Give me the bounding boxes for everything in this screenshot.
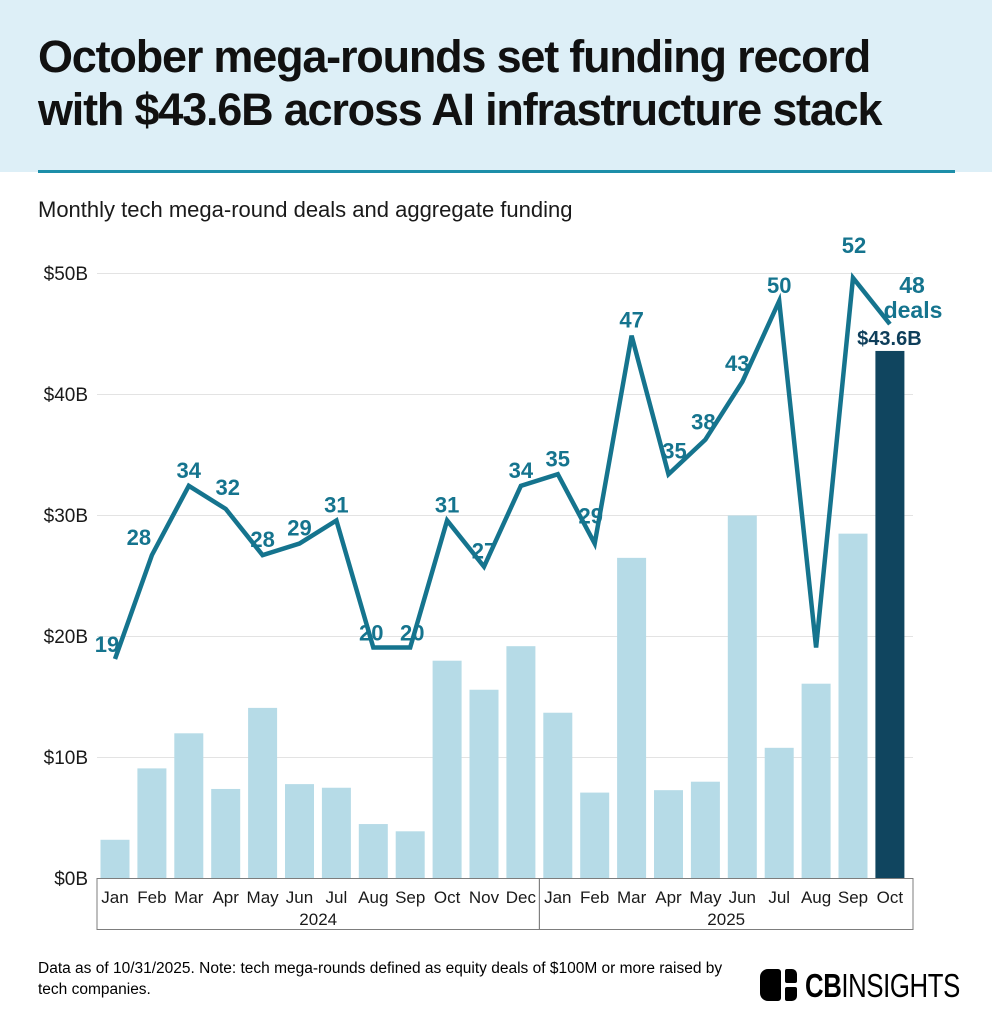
highlight-deals-count: 48 — [899, 272, 925, 298]
deal-count-label: 29 — [578, 504, 602, 529]
funding-bar — [137, 768, 167, 879]
funding-bar — [432, 660, 462, 879]
deal-count-label: 20 — [400, 621, 424, 646]
highlight-funding-label: $43.6B — [857, 328, 922, 350]
funding-bar — [764, 747, 794, 879]
source-note: Data as of 10/31/2025. Note: tech mega-r… — [38, 960, 723, 998]
funding-bar-highlight — [875, 350, 905, 879]
y-axis-tick-label: $20B — [44, 627, 88, 648]
month-label: Jan — [101, 888, 128, 907]
deal-count-label: 31 — [435, 492, 459, 517]
funding-bar — [690, 781, 720, 879]
deal-count-label: 28 — [127, 525, 151, 550]
month-label: May — [689, 888, 722, 907]
month-label: Mar — [174, 888, 204, 907]
month-label: Aug — [801, 888, 831, 907]
deal-count-label: 50 — [767, 273, 791, 298]
deal-count-label: 31 — [324, 492, 348, 517]
deal-count-label: 47 — [619, 308, 643, 333]
page-title-line2: with $43.6B across AI infrastructure sta… — [38, 84, 882, 135]
month-label: Feb — [137, 888, 166, 907]
month-label: Jun — [286, 888, 313, 907]
x-axis-box-2025 — [538, 878, 914, 930]
deal-count-label: 35 — [546, 446, 570, 471]
logo-text-cb: CB — [805, 966, 842, 1004]
year-label-2024: 2024 — [299, 910, 337, 929]
month-label: Nov — [469, 888, 500, 907]
deal-count-label: 29 — [287, 516, 311, 541]
deal-count-label: 34 — [509, 458, 534, 483]
deal-count-label: 32 — [215, 475, 239, 500]
deal-count-label: 20 — [359, 621, 383, 646]
month-label: Aug — [358, 888, 388, 907]
chart-canvas: $0B $10B $20B $30B $40B $50B Jan Feb Mar Apr May Ju… — [44, 233, 943, 930]
logo-text-insights: INSIGHTS — [841, 966, 960, 1004]
funding-bar — [654, 790, 683, 879]
month-label: Sep — [395, 888, 425, 907]
cbinsights-logo: CBINSIGHTS — [760, 967, 992, 1003]
month-label: Jan — [544, 888, 571, 907]
month-label: Apr — [212, 888, 239, 907]
cbinsights-logo-text: CBINSIGHTS — [805, 969, 960, 1002]
funding-bar — [248, 707, 278, 879]
y-axis-tick-label: $30B — [44, 506, 88, 527]
deal-count-label: 52 — [842, 233, 866, 258]
chart-subtitle: Monthly tech mega-round deals and aggreg… — [38, 197, 573, 222]
cbinsights-logo-icon — [760, 969, 797, 1001]
month-label: Sep — [838, 888, 868, 907]
funding-bar — [580, 792, 610, 879]
highlight-deals-word: deals — [884, 297, 943, 323]
month-label: Oct — [434, 888, 461, 907]
y-axis-tick-label: $40B — [44, 385, 88, 406]
deal-count-label: 38 — [691, 410, 715, 435]
deal-count-label: 35 — [662, 438, 686, 463]
funding-bar — [543, 712, 573, 879]
funding-bar — [285, 784, 314, 879]
funding-bar — [727, 515, 757, 879]
header-banner: October mega-rounds set funding record w… — [0, 0, 992, 172]
deal-count-label: 43 — [725, 351, 749, 376]
y-axis-tick-label: $50B — [44, 264, 88, 285]
deal-count-label: 28 — [250, 527, 274, 552]
deal-count-label: 34 — [177, 458, 202, 483]
month-label: Mar — [617, 888, 647, 907]
month-label: Jun — [729, 888, 756, 907]
funding-bar — [321, 787, 351, 879]
logo-bottom-right-block — [785, 987, 797, 1001]
funding-bar — [838, 533, 868, 879]
y-axis-tick-label: $10B — [44, 748, 88, 769]
funding-bar — [617, 557, 647, 879]
header-divider — [38, 170, 955, 173]
funding-bar — [100, 839, 130, 879]
logo-left-block — [760, 969, 781, 1001]
year-label-2025: 2025 — [707, 910, 745, 929]
month-label: Oct — [877, 888, 904, 907]
deal-count-label: 27 — [472, 539, 496, 564]
month-label: Dec — [506, 888, 537, 907]
deals-line — [112, 272, 892, 660]
deal-count-label: 19 — [95, 632, 119, 657]
logo-top-right-block — [785, 969, 797, 983]
funding-bar — [395, 831, 425, 879]
month-label: Feb — [580, 888, 609, 907]
page-title: October mega-rounds set funding record w… — [38, 30, 968, 136]
month-label: Apr — [655, 888, 682, 907]
month-label: Jul — [326, 888, 348, 907]
month-label: Jul — [768, 888, 790, 907]
funding-bar — [358, 824, 388, 879]
month-label: May — [247, 888, 280, 907]
funding-bar — [469, 689, 499, 879]
funding-bar — [801, 683, 831, 879]
y-axis-tick-label: $0B — [54, 869, 88, 890]
page-title-line1: October mega-rounds set funding record — [38, 31, 871, 82]
funding-bar — [211, 788, 241, 879]
funding-bar — [174, 733, 204, 879]
funding-bar — [506, 646, 536, 879]
